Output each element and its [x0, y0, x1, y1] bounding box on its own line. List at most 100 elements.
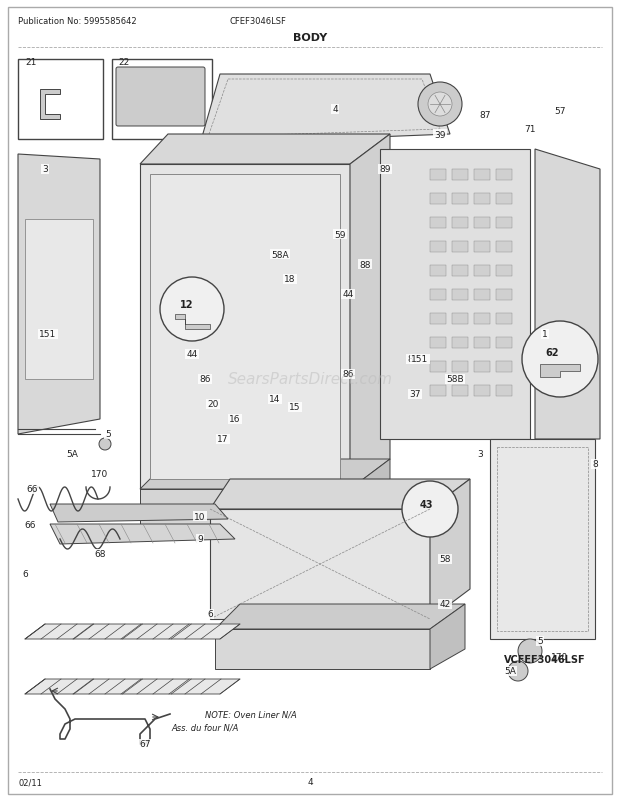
Text: VCFEF3046LSF: VCFEF3046LSF [504, 654, 586, 664]
Text: 151: 151 [40, 330, 56, 339]
Text: 5A: 5A [504, 666, 516, 675]
Text: 4: 4 [307, 777, 313, 787]
Bar [430, 194, 446, 205]
Bar [452, 217, 468, 229]
Text: 68: 68 [94, 550, 106, 559]
Bar [496, 265, 512, 277]
Text: 44: 44 [187, 350, 198, 359]
Bar [496, 386, 512, 396]
Bar [18, 60, 103, 140]
Bar [474, 290, 490, 301]
Bar [452, 314, 468, 325]
Text: 20: 20 [207, 400, 219, 409]
Bar [474, 170, 490, 180]
Bar [452, 338, 468, 349]
Polygon shape [25, 624, 240, 639]
Polygon shape [140, 489, 350, 539]
Text: 6: 6 [22, 569, 28, 579]
Text: Ass. du four N/A: Ass. du four N/A [171, 723, 239, 731]
Text: BODY: BODY [293, 33, 327, 43]
Text: 88: 88 [359, 260, 371, 269]
Bar [25, 220, 93, 379]
Bar [430, 362, 446, 373]
Bar [474, 265, 490, 277]
Circle shape [160, 277, 224, 342]
Bar [474, 194, 490, 205]
Text: 21: 21 [25, 58, 37, 67]
Text: 67: 67 [140, 739, 151, 748]
Text: CFEF3046LSF: CFEF3046LSF [230, 18, 287, 26]
Polygon shape [215, 630, 430, 669]
Bar [430, 386, 446, 396]
Bar [430, 290, 446, 301]
Bar [452, 241, 468, 253]
Text: 9: 9 [197, 535, 203, 544]
Bar [112, 60, 212, 140]
Polygon shape [200, 75, 450, 145]
Text: 8: 8 [407, 355, 413, 364]
Polygon shape [210, 480, 470, 509]
Bar [496, 290, 512, 301]
Text: 5A: 5A [66, 450, 78, 459]
Polygon shape [140, 135, 390, 164]
Bar [496, 362, 512, 373]
Text: 17: 17 [217, 435, 229, 444]
Text: 02/11: 02/11 [18, 777, 42, 787]
Text: 42: 42 [440, 600, 451, 609]
Circle shape [508, 661, 528, 681]
Text: 22: 22 [118, 58, 129, 67]
Bar [474, 362, 490, 373]
Bar [430, 338, 446, 349]
Polygon shape [150, 175, 340, 480]
Text: 3: 3 [477, 450, 483, 459]
Text: 6: 6 [207, 610, 213, 618]
Text: 39: 39 [434, 131, 446, 140]
Text: 3: 3 [42, 165, 48, 174]
Text: 170: 170 [551, 653, 569, 662]
Bar [430, 241, 446, 253]
Bar [474, 386, 490, 396]
Polygon shape [18, 155, 100, 435]
Text: 5: 5 [537, 637, 543, 646]
Circle shape [402, 481, 458, 537]
Polygon shape [40, 90, 60, 119]
Polygon shape [380, 150, 530, 439]
Text: 16: 16 [229, 415, 241, 424]
Text: 14: 14 [269, 395, 281, 404]
Text: 86: 86 [342, 370, 354, 379]
Text: NOTE: Oven Liner N/A: NOTE: Oven Liner N/A [205, 710, 297, 719]
Bar [496, 217, 512, 229]
Text: 87: 87 [479, 111, 491, 119]
Polygon shape [25, 679, 240, 695]
Bar [430, 265, 446, 277]
Bar [452, 194, 468, 205]
Bar [496, 241, 512, 253]
Text: 58A: 58A [271, 250, 289, 259]
Text: 58B: 58B [446, 375, 464, 384]
Bar [496, 314, 512, 325]
Bar [430, 314, 446, 325]
Text: 89: 89 [379, 165, 391, 174]
Text: 66: 66 [26, 485, 38, 494]
Text: 57: 57 [554, 107, 565, 116]
Polygon shape [215, 604, 465, 630]
Circle shape [428, 93, 452, 117]
Text: 15: 15 [290, 403, 301, 412]
Polygon shape [140, 164, 350, 489]
Polygon shape [350, 460, 390, 539]
Text: 37: 37 [409, 390, 421, 399]
Bar [496, 338, 512, 349]
Text: 1: 1 [542, 330, 548, 339]
Polygon shape [430, 480, 470, 619]
Polygon shape [50, 525, 235, 545]
Text: 59: 59 [334, 230, 346, 239]
Bar [452, 386, 468, 396]
Polygon shape [140, 460, 390, 489]
Polygon shape [430, 604, 465, 669]
Text: 58: 58 [439, 555, 451, 564]
Bar [155, 190, 330, 419]
Text: 18: 18 [284, 275, 296, 284]
Text: 151: 151 [412, 355, 428, 364]
Text: 43: 43 [420, 500, 433, 509]
Polygon shape [350, 135, 390, 489]
